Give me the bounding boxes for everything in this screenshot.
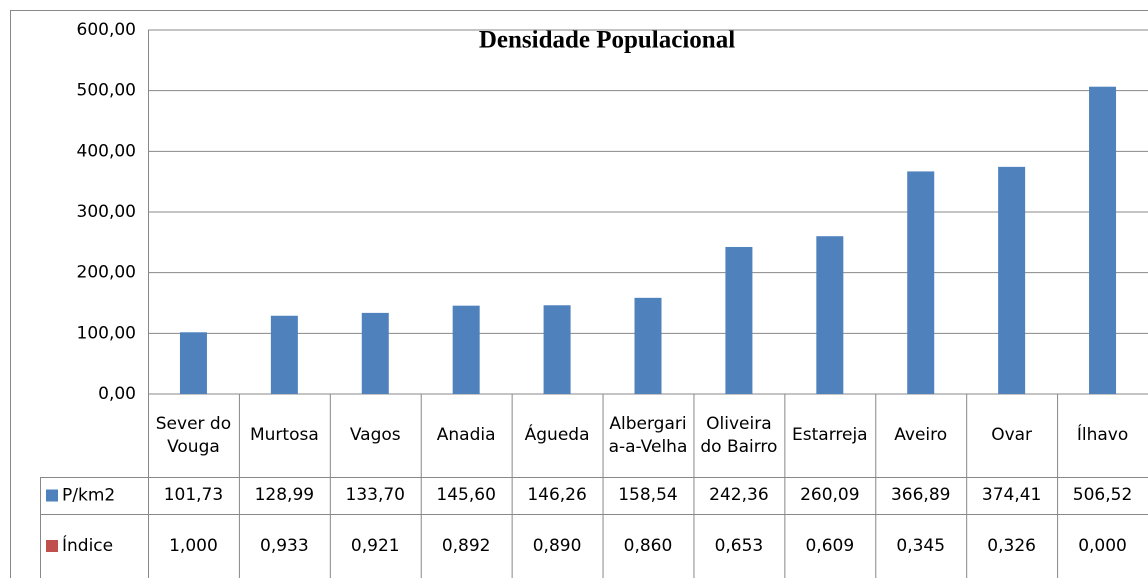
table-value: 0,345 — [896, 535, 946, 556]
y-tick-label: 600,00 — [77, 20, 136, 40]
y-tick-label: 500,00 — [77, 81, 136, 101]
y-tick-label: 400,00 — [77, 141, 136, 161]
table-value: 146,26 — [527, 485, 587, 505]
bar — [452, 305, 480, 394]
category-label: Ílhavo — [1076, 425, 1129, 445]
chart-title: Densidade Populacional — [479, 27, 735, 54]
category-label: Aveiro — [894, 425, 948, 445]
chart-border — [10, 10, 1148, 578]
table-value: 0,892 — [441, 535, 491, 556]
legend-swatch — [46, 489, 58, 502]
table-value: 374,41 — [981, 485, 1042, 505]
category-label: Murtosa — [249, 425, 319, 445]
category-label: Albergaria-a-Velha — [608, 413, 688, 457]
y-tick-label: 100,00 — [77, 323, 136, 343]
category-label: Sever do Vouga — [155, 413, 232, 457]
category-label: Estarreja — [792, 425, 868, 445]
table-value: 0,000 — [1078, 535, 1127, 556]
category-label: Ovar — [991, 425, 1033, 445]
table-value: 1,000 — [169, 535, 218, 556]
table-value: 242,36 — [709, 485, 769, 505]
bar — [634, 297, 662, 394]
table-value: 145,60 — [436, 485, 496, 505]
table-value: 366,89 — [890, 485, 951, 505]
bar — [816, 236, 844, 394]
bar — [907, 171, 935, 394]
bar — [361, 312, 389, 394]
bar — [179, 332, 207, 394]
category-label: Anadia — [436, 425, 496, 445]
y-tick-label: 0,00 — [98, 384, 136, 404]
table-value: 0,609 — [805, 535, 855, 556]
bar — [998, 166, 1026, 394]
table-value: 506,52 — [1072, 485, 1133, 505]
bar — [1089, 86, 1117, 395]
table-value: 101,73 — [163, 485, 224, 505]
bar — [543, 305, 571, 394]
table-value: 133,70 — [345, 485, 405, 505]
category-label: Oliveira do Bairro — [700, 413, 778, 457]
table-value: 0,890 — [532, 535, 582, 556]
bar — [270, 315, 298, 394]
table-value: 158,54 — [618, 485, 678, 505]
table-value: 0,326 — [987, 535, 1036, 556]
y-tick-label: 200,00 — [77, 263, 136, 283]
legend-label: P/km2 — [62, 486, 115, 506]
legend-label: Índice — [62, 534, 113, 556]
table-value: 0,933 — [260, 535, 309, 556]
table-value: 0,653 — [714, 535, 764, 556]
category-label: Águeda — [524, 425, 590, 445]
table-value: 0,860 — [623, 535, 673, 556]
legend-swatch — [46, 540, 58, 552]
y-tick-label: 300,00 — [77, 202, 136, 222]
category-label: Vagos — [349, 425, 401, 445]
table-value: 128,99 — [254, 485, 315, 505]
table-value: 260,09 — [800, 485, 860, 505]
table-value: 0,921 — [350, 535, 400, 556]
bar — [725, 246, 753, 394]
